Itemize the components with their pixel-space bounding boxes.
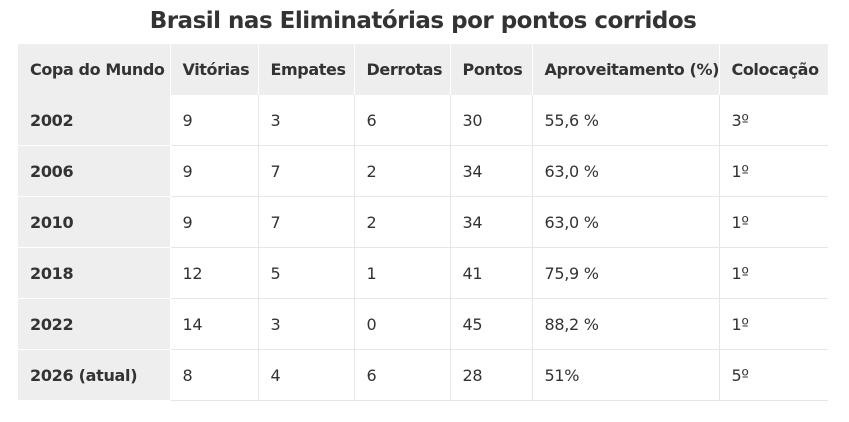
cell-copa: 2006	[18, 145, 171, 197]
header-empates: Empates	[258, 44, 355, 95]
table-row: 2022 14 3 0 45 88,2 % 1º	[18, 298, 828, 350]
cell-pontos: 34	[450, 196, 533, 248]
header-vitorias: Vitórias	[170, 44, 259, 95]
table-row: 2002 9 3 6 30 55,6 % 3º	[18, 95, 828, 146]
header-aproveitamento: Aproveitamento (%)	[532, 44, 720, 95]
cell-aproveitamento: 75,9 %	[532, 247, 720, 299]
cell-derrotas: 6	[354, 95, 451, 146]
cell-empates: 7	[258, 196, 355, 248]
cell-vitorias: 14	[170, 298, 259, 350]
table-title: Brasil nas Eliminatórias por pontos corr…	[149, 8, 697, 34]
cell-pontos: 41	[450, 247, 533, 299]
cell-aproveitamento: 63,0 %	[532, 145, 720, 197]
cell-vitorias: 9	[170, 196, 259, 248]
cell-pontos: 28	[450, 349, 533, 401]
cell-colocacao: 5º	[719, 349, 828, 401]
cell-colocacao: 1º	[719, 145, 828, 197]
cell-copa: 2026 (atual)	[18, 349, 171, 401]
cell-derrotas: 2	[354, 145, 451, 197]
cell-empates: 4	[258, 349, 355, 401]
cell-copa: 2010	[18, 196, 171, 248]
cell-copa: 2022	[18, 298, 171, 350]
header-copa-do-mundo: Copa do Mundo	[18, 44, 171, 95]
cell-vitorias: 12	[170, 247, 259, 299]
table-row: 2010 9 7 2 34 63,0 % 1º	[18, 196, 828, 248]
cell-pontos: 30	[450, 95, 533, 146]
cell-derrotas: 2	[354, 196, 451, 248]
cell-derrotas: 6	[354, 349, 451, 401]
table-row: 2018 12 5 1 41 75,9 % 1º	[18, 247, 828, 299]
cell-copa: 2018	[18, 247, 171, 299]
header-colocacao: Colocação	[719, 44, 828, 95]
cell-aproveitamento: 63,0 %	[532, 196, 720, 248]
cell-aproveitamento: 55,6 %	[532, 95, 720, 146]
cell-copa: 2002	[18, 95, 171, 146]
table-row: 2006 9 7 2 34 63,0 % 1º	[18, 145, 828, 197]
cell-colocacao: 3º	[719, 95, 828, 146]
cell-colocacao: 1º	[719, 298, 828, 350]
cell-colocacao: 1º	[719, 247, 828, 299]
cell-derrotas: 0	[354, 298, 451, 350]
cell-vitorias: 8	[170, 349, 259, 401]
cell-derrotas: 1	[354, 247, 451, 299]
table-header-row: Copa do Mundo Vitórias Empates Derrotas …	[18, 44, 828, 95]
table-row: 2026 (atual) 8 4 6 28 51% 5º	[18, 349, 828, 401]
header-pontos: Pontos	[450, 44, 533, 95]
cell-empates: 3	[258, 298, 355, 350]
cell-empates: 7	[258, 145, 355, 197]
eliminatorias-table: Copa do Mundo Vitórias Empates Derrotas …	[18, 44, 828, 401]
cell-vitorias: 9	[170, 95, 259, 146]
cell-vitorias: 9	[170, 145, 259, 197]
cell-pontos: 34	[450, 145, 533, 197]
cell-pontos: 45	[450, 298, 533, 350]
cell-colocacao: 1º	[719, 196, 828, 248]
cell-aproveitamento: 88,2 %	[532, 298, 720, 350]
cell-empates: 5	[258, 247, 355, 299]
cell-aproveitamento: 51%	[532, 349, 720, 401]
cell-empates: 3	[258, 95, 355, 146]
header-derrotas: Derrotas	[354, 44, 451, 95]
